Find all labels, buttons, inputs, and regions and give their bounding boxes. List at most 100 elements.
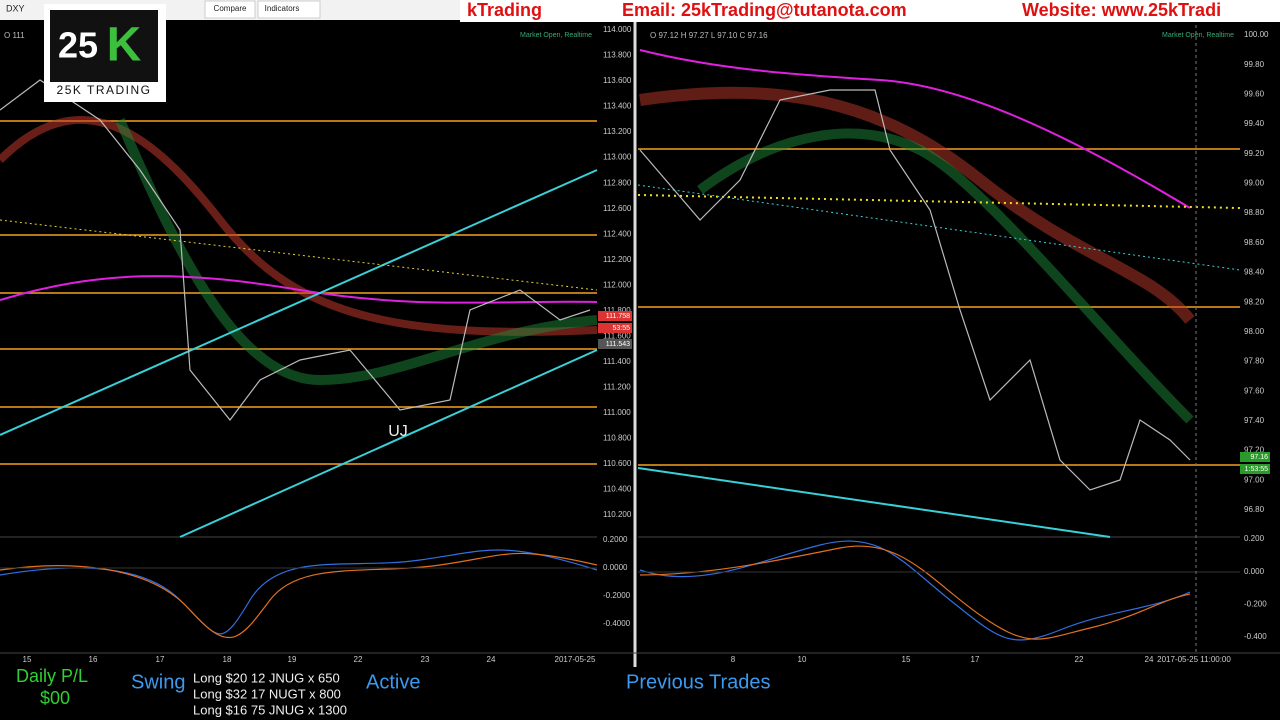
time-label: 23 <box>421 655 430 664</box>
axis-label: 112.800 <box>603 178 632 187</box>
compare-label: Compare <box>214 4 247 13</box>
axis-label: 99.80 <box>1244 60 1265 69</box>
axis-label: 0.200 <box>1244 534 1265 543</box>
axis-label: 113.000 <box>603 153 632 162</box>
swing-label: Swing <box>131 671 185 693</box>
ohlc: O 111 <box>4 31 25 40</box>
trend-line <box>0 219 598 291</box>
banner <box>460 0 1280 22</box>
logo-mark <box>50 10 158 82</box>
price-trace <box>0 79 591 421</box>
time-label: 24 <box>487 655 496 664</box>
time-label: 22 <box>354 655 363 664</box>
axis-label: 111.200 <box>603 382 631 391</box>
banner-text: Email: 25kTrading@tutanota.com <box>622 0 907 20</box>
trend-line <box>637 194 1241 209</box>
price-trace <box>639 89 1191 491</box>
banner-text: Website: www.25kTradi <box>1022 0 1221 20</box>
axis-label: 110.200 <box>603 510 632 519</box>
axis-label: 97.80 <box>1244 357 1265 366</box>
axis-label: 111.400 <box>603 357 631 366</box>
axis-label: 112.200 <box>603 255 632 264</box>
ribbon <box>115 118 598 386</box>
axis-label: -0.400 <box>1244 632 1267 641</box>
price-tag <box>598 339 632 349</box>
axis-label: 114.000 <box>603 25 632 34</box>
axis-label: 112.600 <box>603 204 632 213</box>
ribbon <box>697 128 1194 424</box>
price-tag <box>1240 452 1270 462</box>
axis-label: 99.00 <box>1244 179 1265 188</box>
channel-line <box>0 169 598 436</box>
indicators-label: Indicators <box>265 4 300 13</box>
axis-label: 113.800 <box>603 51 632 60</box>
trade-line: Long $32 17 NUGT x 800 <box>193 686 341 701</box>
compare-button[interactable] <box>204 0 256 19</box>
pl-label: Daily P/L <box>16 666 88 686</box>
trade-line: Long $20 12 JNUG x 650 <box>193 670 340 685</box>
ribbon <box>0 116 598 336</box>
time-label: 16 <box>89 655 98 664</box>
time-label: 2017-05-25 11:00:00 <box>1157 655 1231 664</box>
axis-label: -0.2000 <box>603 591 631 600</box>
axis-label: 99.40 <box>1244 119 1265 128</box>
axis-label: 0.2000 <box>603 535 628 544</box>
annotation: UJ <box>388 423 408 440</box>
ma-line <box>639 49 1191 209</box>
trend-line <box>637 184 1241 271</box>
time-label: 17 <box>971 655 980 664</box>
axis-label: 98.60 <box>1244 238 1265 247</box>
banner-text: kTrading <box>467 0 542 20</box>
price-tag-label: 1:53:55 <box>1245 466 1268 473</box>
channel-line <box>179 349 598 538</box>
axis-label: 98.20 <box>1244 297 1265 306</box>
axis-label: 96.80 <box>1244 505 1265 514</box>
time-label: 10 <box>798 655 807 664</box>
axis-label: 100.00 <box>1244 30 1269 39</box>
price-tag-label: 97.16 <box>1250 454 1268 461</box>
active-label: Active <box>366 671 420 693</box>
axis-label: 110.800 <box>603 434 632 443</box>
time-label: 15 <box>23 655 32 664</box>
axis-label: 112.400 <box>603 229 632 238</box>
price-tag <box>598 323 632 333</box>
time-label: 18 <box>223 655 232 664</box>
axis-label: 98.80 <box>1244 208 1265 217</box>
axis-label: 99.20 <box>1244 149 1265 158</box>
axis-label: 98.00 <box>1244 327 1265 336</box>
axis-label: 110.400 <box>603 485 632 494</box>
price-tag <box>598 311 632 321</box>
axis-label: 113.200 <box>603 127 632 136</box>
axis-label: 111.800 <box>603 306 631 315</box>
time-label: 22 <box>1075 655 1084 664</box>
axis-label: -0.4000 <box>603 619 631 628</box>
time-label: 15 <box>902 655 911 664</box>
axis-label: 113.600 <box>603 76 632 85</box>
axis-label: 0.000 <box>1244 567 1265 576</box>
price-tag-label: 111.758 <box>606 313 630 320</box>
signal-line <box>0 552 598 639</box>
axis-label: 110.600 <box>603 459 632 468</box>
symbol[interactable]: DXY <box>6 3 25 13</box>
price-tag <box>1240 464 1270 474</box>
channel-line <box>637 467 1111 538</box>
axis-label: 0.0000 <box>603 563 628 572</box>
axis-label: 97.20 <box>1244 446 1265 455</box>
indicators-button[interactable] <box>257 0 321 19</box>
pl-value: $00 <box>40 688 70 708</box>
ribbon <box>639 86 1195 324</box>
price-tag-label: 111.543 <box>606 341 630 348</box>
axis-label: 97.60 <box>1244 386 1265 395</box>
axis-label: 113.400 <box>603 102 632 111</box>
ohlc: O 97.12 H 97.27 L 97.10 C 97.16 <box>650 31 768 40</box>
axis-label: 112.000 <box>603 280 632 289</box>
status: Market Open, Realtime <box>1162 32 1234 39</box>
status: Market Open, Realtime <box>520 32 592 39</box>
time-label: 24 <box>1145 655 1154 664</box>
axis-label: 97.40 <box>1244 416 1265 425</box>
time-label: 17 <box>156 655 165 664</box>
logo-letter: K <box>107 19 142 72</box>
price-tag-label: 53:55 <box>612 325 630 332</box>
